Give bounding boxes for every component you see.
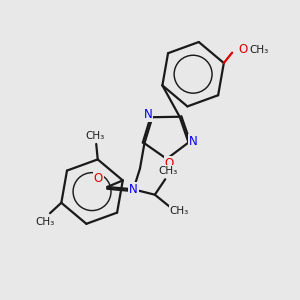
Text: CH₃: CH₃ [85,130,104,141]
Text: N: N [144,108,152,121]
Text: CH₃: CH₃ [35,217,54,226]
Text: CH₃: CH₃ [169,206,189,216]
Text: N: N [189,134,197,148]
Text: CH₃: CH₃ [158,166,177,176]
Text: O: O [164,157,174,169]
Text: CH₃: CH₃ [249,45,268,55]
Text: N: N [129,183,138,196]
Text: O: O [239,43,248,56]
Text: O: O [94,172,103,185]
